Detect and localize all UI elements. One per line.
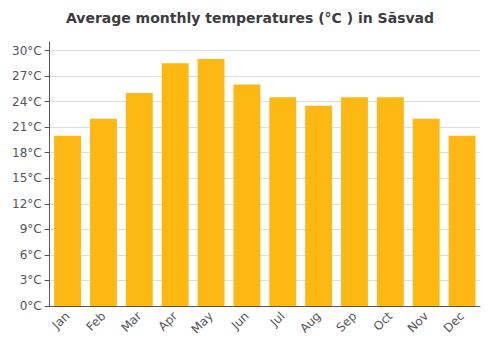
svg-text:Apr: Apr: [156, 309, 181, 334]
svg-text:Jul: Jul: [267, 309, 288, 330]
svg-text:Aug: Aug: [297, 309, 323, 335]
svg-text:Feb: Feb: [83, 309, 108, 334]
svg-text:24°C: 24°C: [12, 95, 42, 109]
svg-text:Jan: Jan: [49, 309, 73, 333]
svg-text:Dec: Dec: [441, 309, 467, 335]
svg-text:Mar: Mar: [118, 309, 144, 335]
svg-text:May: May: [189, 309, 216, 336]
svg-text:0°C: 0°C: [20, 299, 42, 313]
svg-text:6°C: 6°C: [20, 248, 42, 262]
svg-text:27°C: 27°C: [12, 69, 42, 83]
svg-text:9°C: 9°C: [20, 222, 42, 236]
svg-text:Jun: Jun: [228, 309, 252, 333]
svg-text:3°C: 3°C: [20, 273, 42, 287]
svg-text:Average monthly temperatures (: Average monthly temperatures (°C ) in Sā…: [66, 10, 434, 26]
svg-text:Nov: Nov: [405, 309, 431, 335]
svg-text:15°C: 15°C: [12, 171, 42, 185]
svg-text:18°C: 18°C: [12, 146, 42, 160]
svg-text:12°C: 12°C: [12, 197, 42, 211]
svg-text:21°C: 21°C: [12, 120, 42, 134]
svg-text:30°C: 30°C: [12, 44, 42, 58]
svg-text:Oct: Oct: [371, 309, 396, 334]
svg-text:Sep: Sep: [334, 309, 360, 335]
